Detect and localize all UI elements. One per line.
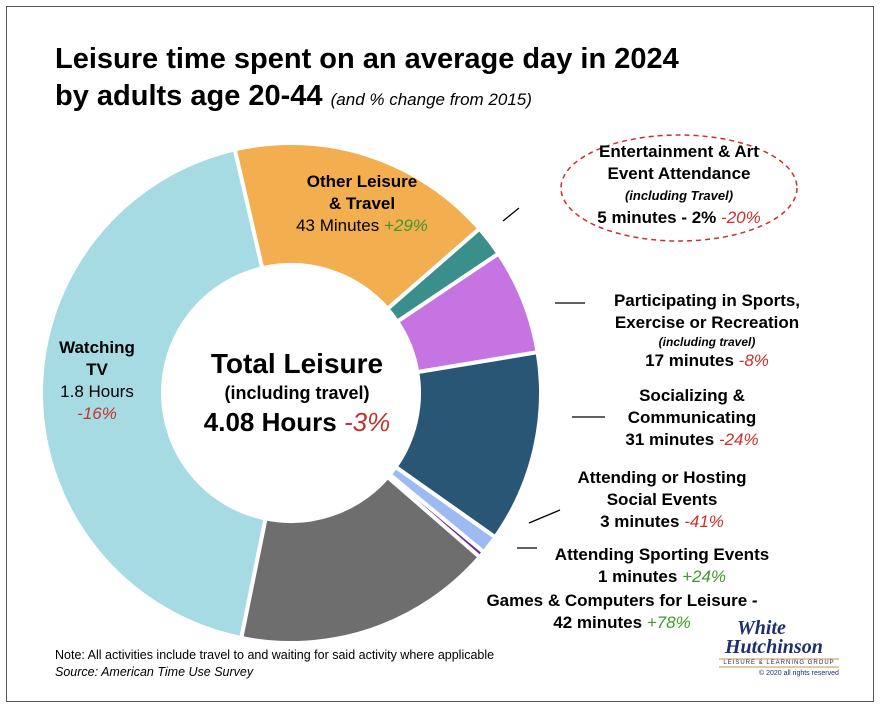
slice-tv bbox=[39, 147, 268, 641]
label-games: Games & Computers for Leisure - 42 minut… bbox=[486, 591, 758, 632]
donut-chart bbox=[39, 134, 798, 645]
label-sporting-events: Attending Sporting Events 1 minutes +24% bbox=[554, 545, 770, 586]
title-subtitle: (and % change from 2015) bbox=[330, 90, 532, 109]
slice-games bbox=[238, 474, 483, 645]
footnote: Note: All activities include travel to a… bbox=[55, 647, 494, 681]
label-social-events: Attending or Hosting Social Events 3 minu… bbox=[577, 468, 747, 531]
chart-frame: Leisure time spent on an average day in … bbox=[6, 6, 874, 702]
title-line-1: Leisure time spent on an average day in … bbox=[55, 43, 679, 75]
white-hutchinson-logo: White Hutchinson LEISURE & LEARNING GROU… bbox=[719, 618, 869, 689]
chart-title: Leisure time spent on an average day in … bbox=[55, 41, 679, 118]
entertainment-highlight-ellipse bbox=[560, 134, 798, 242]
note-text: Note: All activities include travel to a… bbox=[55, 648, 495, 662]
label-entertainment: Entertainment & Art Event Attendance (inc… bbox=[597, 142, 761, 227]
center-change: -3% bbox=[343, 407, 391, 437]
label-socializing: Socializing & Communicating 31 minutes -2… bbox=[625, 386, 759, 449]
leader-social-events bbox=[528, 509, 561, 524]
label-sports: Participating in Sports, Exercise or Recr… bbox=[613, 291, 801, 370]
label-tv: Watching TV 1.8 Hours -16% bbox=[59, 338, 135, 423]
source-text: Source: American Time Use Survey bbox=[55, 665, 254, 679]
center-value: 4.08 Hours bbox=[203, 407, 337, 437]
leader-lines bbox=[502, 207, 605, 549]
title-line-2: by adults age 20-44 bbox=[55, 80, 323, 112]
label-other: Other Leisure & Travel 43 Minutes +29% bbox=[296, 172, 428, 235]
center-total: Total Leisure (including travel) 4.08 Ho… bbox=[187, 347, 407, 439]
center-subtitle: (including travel) bbox=[224, 383, 370, 403]
center-title: Total Leisure bbox=[210, 348, 384, 379]
leader-entertainment bbox=[502, 207, 520, 222]
slice-other bbox=[232, 141, 483, 312]
